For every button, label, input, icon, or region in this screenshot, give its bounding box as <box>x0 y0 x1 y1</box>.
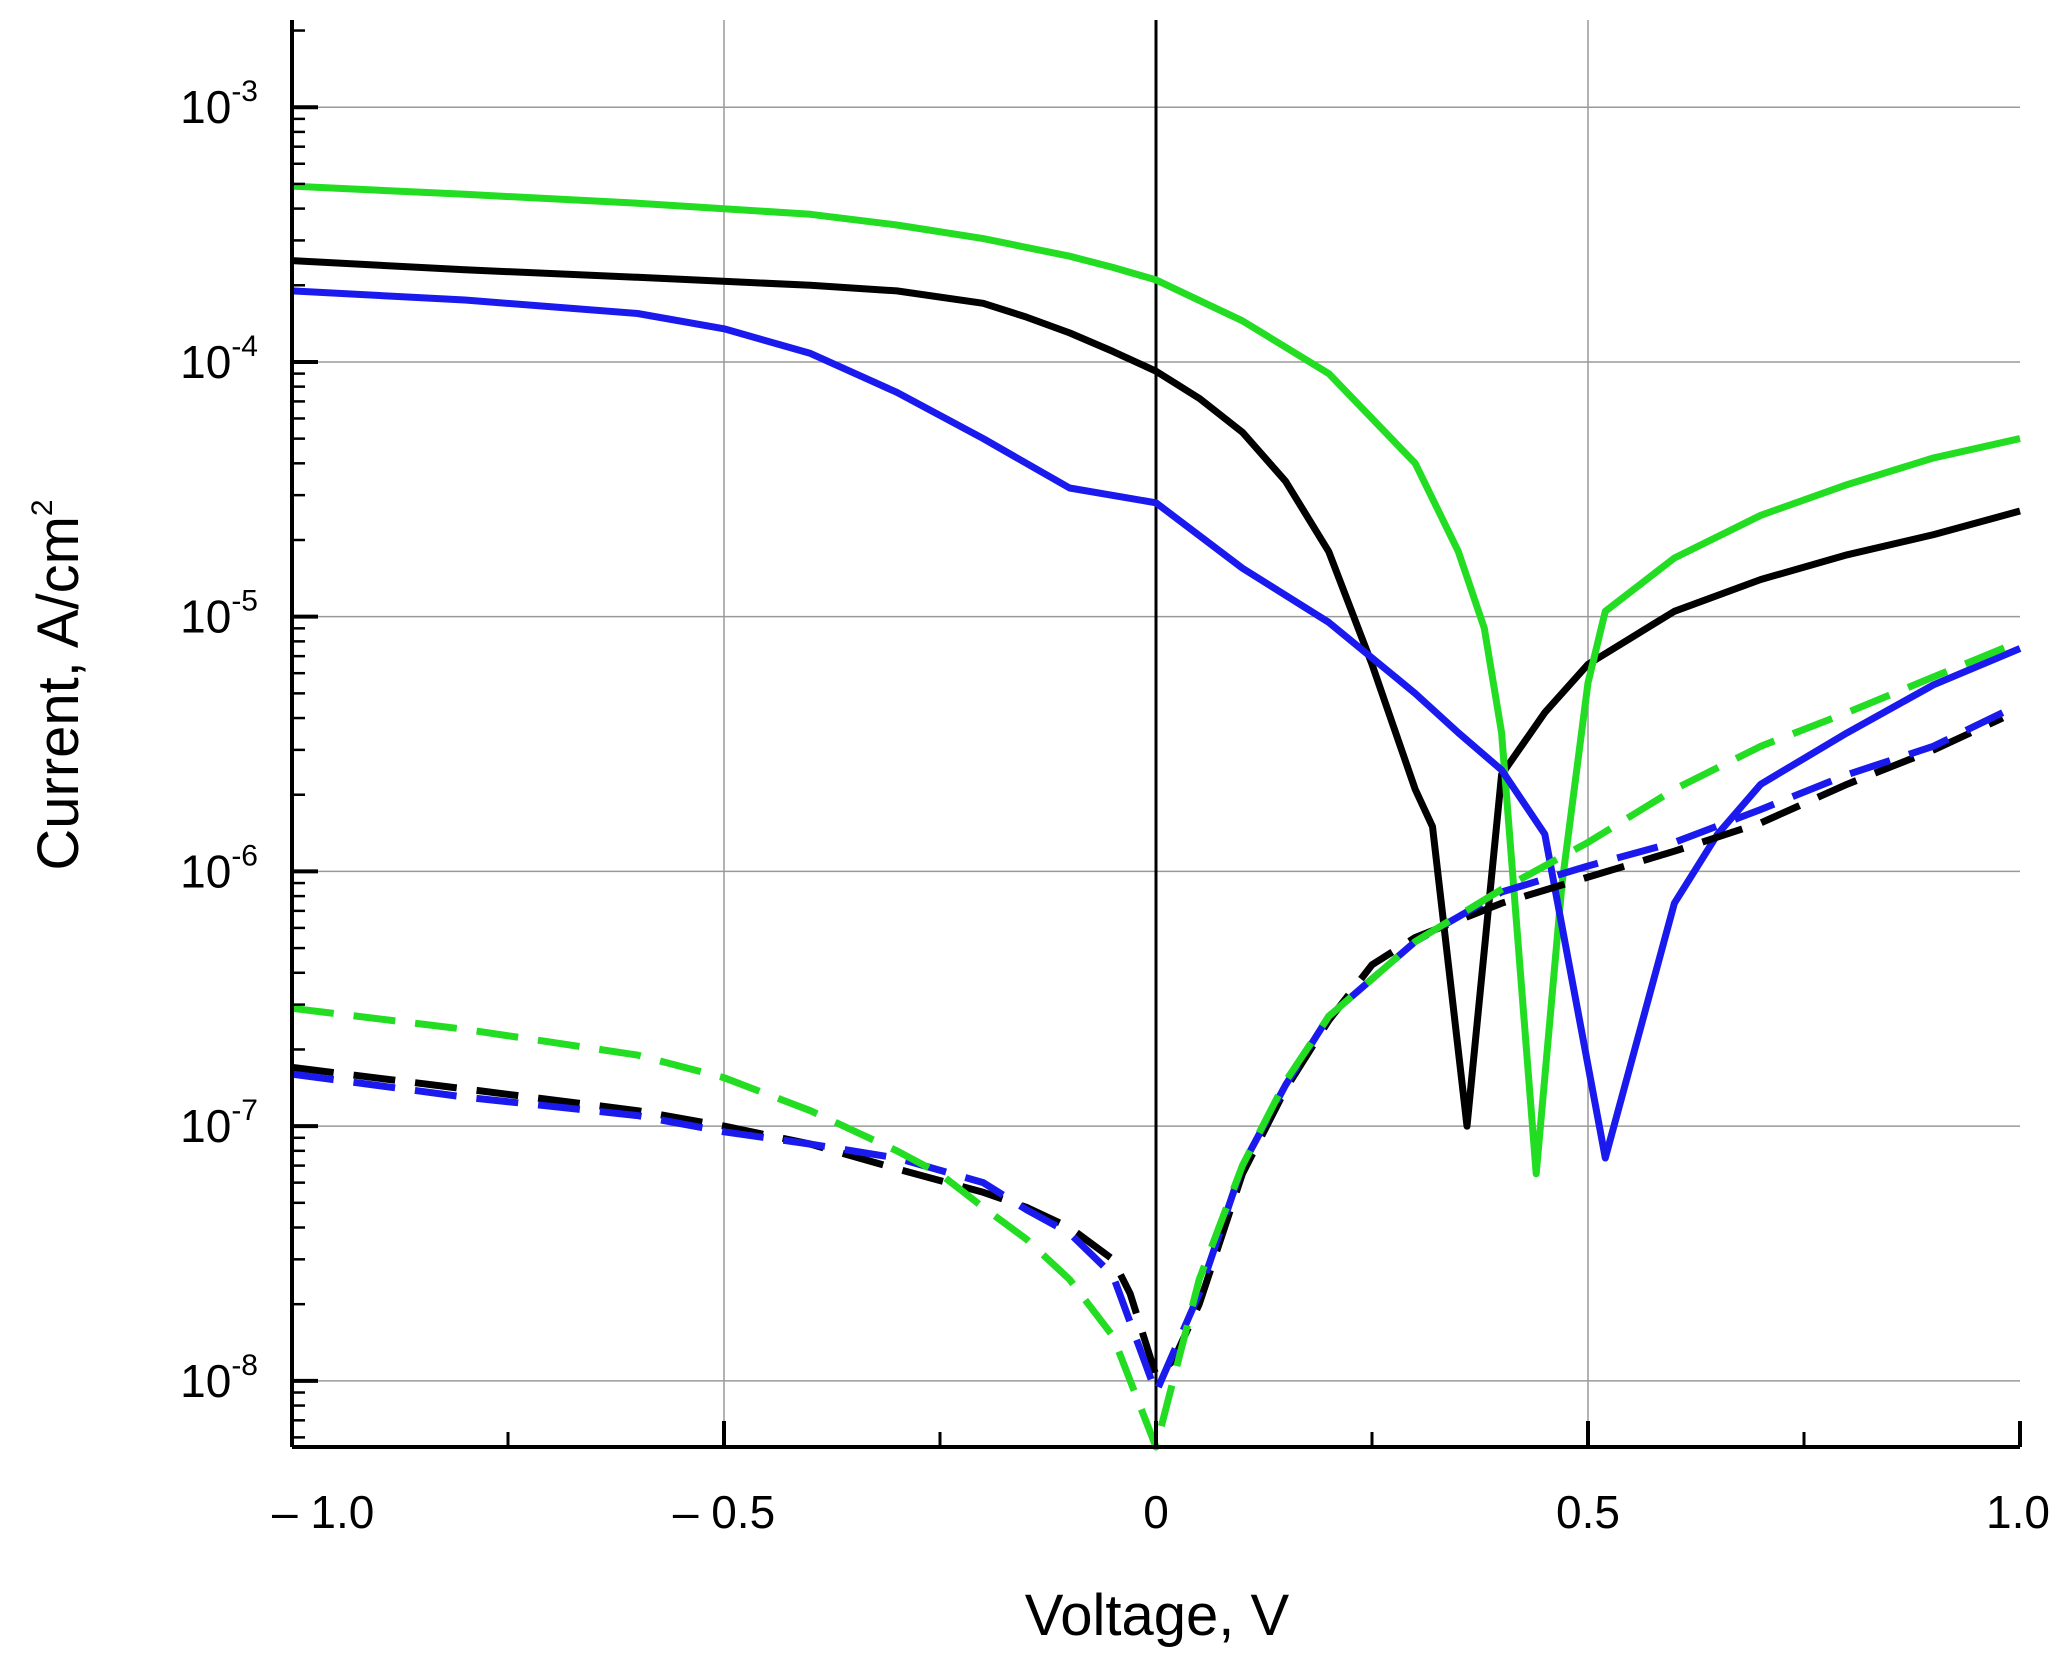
series-line-green-light <box>291 182 2021 1178</box>
y-tick-label: 10-3 <box>180 75 258 133</box>
y-tick-label: 10-8 <box>180 1349 258 1407</box>
x-axis-title: Voltage, V <box>1025 1583 1290 1648</box>
series-line-blue-dark <box>291 709 2005 1396</box>
y-tick-label: 10-7 <box>180 1094 258 1152</box>
y-tick-label: 10-4 <box>180 330 258 388</box>
y-tick-label: 10-5 <box>180 585 258 643</box>
y-tick-label-base: 10 <box>180 1355 231 1407</box>
y-tick-label: 10-6 <box>180 839 258 897</box>
y-axis-title: Current, A/cm2 <box>26 499 91 870</box>
x-tick-labels: – 1.0 – 0.5 0 0.5 1.0 <box>272 1486 2050 1538</box>
y-tick-label-exponent: -4 <box>231 330 258 363</box>
y-tick-label-exponent: -8 <box>231 1349 258 1382</box>
y-axis-title-base: Current, A/cm <box>26 516 91 871</box>
y-tick-labels: 10-810-710-610-510-410-3 <box>180 75 258 1407</box>
x-tick-label: – 1.0 <box>272 1486 374 1538</box>
y-tick-label-exponent: -6 <box>231 839 258 872</box>
series-line-blue-light <box>291 287 2022 1162</box>
x-tick-label: 0.5 <box>1556 1486 1620 1538</box>
x-tick-label: – 0.5 <box>673 1486 775 1538</box>
y-tick-label-base: 10 <box>180 81 231 133</box>
y-tick-label-exponent: -3 <box>231 75 258 108</box>
series-line-black-light <box>291 257 2021 1130</box>
x-tick-label: 1.0 <box>1986 1486 2050 1538</box>
series-line-green-dark <box>291 638 2022 1451</box>
y-tick-label-exponent: -7 <box>231 1094 258 1127</box>
y-tick-label-base: 10 <box>180 845 231 897</box>
y-tick-label-base: 10 <box>180 336 231 388</box>
y-tick-label-base: 10 <box>180 591 231 643</box>
y-tick-label-exponent: -5 <box>231 585 258 618</box>
x-tick-label: 0 <box>1143 1486 1169 1538</box>
y-axis-title-superscript: 2 <box>26 499 59 516</box>
ticks <box>290 29 2022 1447</box>
series-layer <box>291 182 2022 1451</box>
y-tick-label-base: 10 <box>180 1100 231 1152</box>
